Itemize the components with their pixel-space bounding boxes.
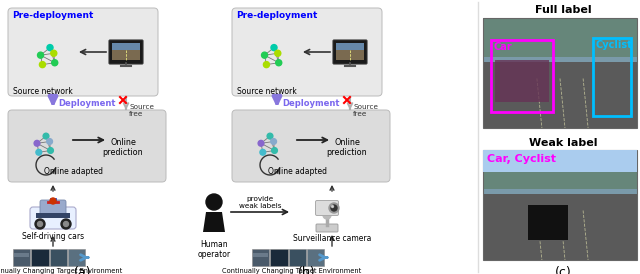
- Text: Weak label: Weak label: [529, 138, 597, 148]
- Circle shape: [271, 139, 276, 144]
- Text: Car, Cyclist: Car, Cyclist: [487, 154, 556, 164]
- Text: Self-driving cars: Self-driving cars: [22, 232, 84, 241]
- Bar: [483, 150, 637, 189]
- FancyBboxPatch shape: [8, 110, 166, 182]
- Bar: [252, 249, 269, 266]
- FancyBboxPatch shape: [333, 40, 367, 64]
- Bar: [68, 249, 85, 266]
- Bar: [49, 249, 67, 266]
- FancyBboxPatch shape: [8, 8, 158, 96]
- Bar: [495, 60, 549, 102]
- Bar: [315, 205, 319, 213]
- Bar: [270, 249, 287, 266]
- Bar: [112, 43, 140, 50]
- Text: Deployment: Deployment: [58, 98, 115, 107]
- Circle shape: [47, 148, 53, 153]
- Bar: [483, 150, 637, 172]
- Text: Online
prediction: Online prediction: [326, 138, 367, 157]
- FancyBboxPatch shape: [232, 8, 382, 96]
- Circle shape: [206, 194, 222, 210]
- Circle shape: [36, 149, 42, 155]
- Circle shape: [264, 62, 269, 68]
- Bar: [483, 150, 637, 260]
- Text: Online
prediction: Online prediction: [102, 138, 143, 157]
- Text: (c): (c): [555, 266, 572, 274]
- Circle shape: [323, 211, 331, 219]
- Circle shape: [63, 221, 68, 227]
- Bar: [483, 18, 637, 128]
- Bar: [336, 50, 364, 60]
- Bar: [593, 38, 631, 116]
- Bar: [483, 62, 637, 128]
- Text: Pre-deployment: Pre-deployment: [236, 11, 317, 20]
- Bar: [289, 249, 306, 266]
- Bar: [336, 43, 364, 50]
- Circle shape: [260, 149, 266, 155]
- Text: Source network: Source network: [237, 87, 297, 96]
- Text: Human
operator: Human operator: [197, 240, 230, 259]
- Circle shape: [276, 60, 282, 66]
- Text: Source network: Source network: [13, 87, 73, 96]
- FancyBboxPatch shape: [30, 207, 76, 229]
- Bar: [491, 40, 553, 112]
- Circle shape: [51, 50, 57, 56]
- Text: Cyclist: Cyclist: [595, 40, 632, 50]
- Circle shape: [329, 203, 339, 213]
- Circle shape: [61, 219, 71, 229]
- FancyBboxPatch shape: [232, 110, 390, 182]
- FancyBboxPatch shape: [109, 40, 143, 64]
- Circle shape: [271, 45, 277, 51]
- Text: (a): (a): [74, 266, 92, 274]
- Text: Continually Changing Target Environment: Continually Changing Target Environment: [0, 268, 123, 274]
- Bar: [112, 50, 140, 60]
- Text: Surveillance camera: Surveillance camera: [293, 234, 371, 243]
- Bar: [307, 249, 324, 266]
- Text: Pre-deployment: Pre-deployment: [12, 11, 93, 20]
- Text: Continually Changing Target Environment: Continually Changing Target Environment: [222, 268, 362, 274]
- Bar: [483, 150, 637, 194]
- Text: Source
free: Source free: [353, 104, 378, 117]
- FancyBboxPatch shape: [40, 200, 66, 216]
- Circle shape: [331, 205, 337, 211]
- Bar: [13, 249, 30, 266]
- Circle shape: [271, 148, 277, 153]
- Text: provide
weak labels: provide weak labels: [239, 196, 281, 209]
- Text: Online adapted: Online adapted: [44, 167, 102, 176]
- Circle shape: [34, 140, 40, 146]
- Bar: [31, 249, 49, 266]
- Circle shape: [50, 198, 56, 204]
- Text: Full label: Full label: [534, 5, 591, 15]
- Circle shape: [38, 52, 44, 58]
- Bar: [36, 213, 70, 218]
- Circle shape: [258, 140, 264, 146]
- Circle shape: [47, 139, 52, 144]
- Bar: [483, 18, 637, 56]
- Circle shape: [52, 60, 58, 66]
- Circle shape: [332, 206, 333, 207]
- Circle shape: [267, 133, 273, 139]
- Bar: [528, 205, 568, 240]
- Text: Source
free: Source free: [129, 104, 154, 117]
- Bar: [14, 253, 29, 257]
- Circle shape: [262, 52, 268, 58]
- FancyBboxPatch shape: [316, 201, 339, 215]
- Circle shape: [38, 221, 42, 227]
- Text: Deployment: Deployment: [282, 98, 339, 107]
- FancyBboxPatch shape: [316, 224, 338, 232]
- Text: (b): (b): [298, 266, 316, 274]
- Polygon shape: [203, 212, 225, 232]
- Text: Online adapted: Online adapted: [268, 167, 326, 176]
- Bar: [483, 18, 637, 62]
- Circle shape: [43, 133, 49, 139]
- Circle shape: [40, 62, 45, 68]
- Circle shape: [275, 50, 281, 56]
- Circle shape: [35, 219, 45, 229]
- Circle shape: [47, 45, 53, 51]
- Text: Car: Car: [493, 42, 511, 52]
- Bar: [253, 253, 268, 257]
- Bar: [483, 194, 637, 260]
